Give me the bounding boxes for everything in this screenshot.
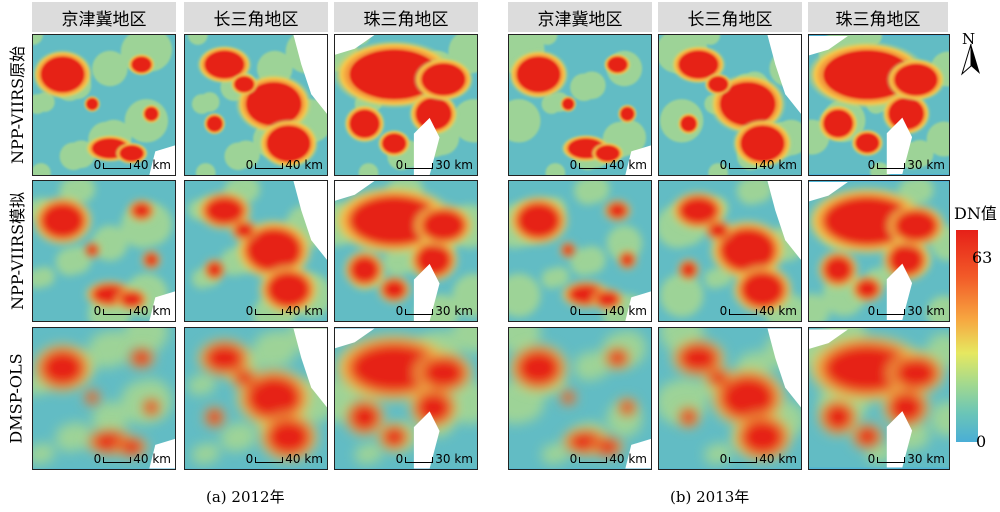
map-panel-zsj-dmsp-2013: 0 30 km [808, 327, 950, 470]
row-label-npp-viirs-simulated: NPP-VIIRS模拟 [8, 191, 28, 311]
caption-2012: (a) 2012年 [206, 488, 285, 506]
scale-bar: 0 40 km [93, 158, 171, 172]
scale-bar: 0 40 km [245, 452, 323, 466]
column-header-zsj-2013: 珠三角地区 [808, 2, 948, 32]
north-arrow-icon [961, 43, 980, 76]
legend-color-ramp [956, 230, 978, 442]
map-panel-zsj-original-2012: 0 30 km [334, 34, 478, 176]
scale-bar: 0 30 km [395, 158, 473, 172]
scale-bar: 0 40 km [719, 158, 797, 172]
scale-bar: 0 40 km [93, 304, 171, 318]
map-panel-csj-dmsp-2012: 0 40 km [184, 327, 328, 470]
column-header-csj-2013: 长三角地区 [658, 2, 802, 32]
scale-bar: 0 40 km [719, 452, 797, 466]
map-panel-zsj-simulated-2012: 0 30 km [334, 180, 478, 322]
map-panel-jjj-dmsp-2012: 0 40 km [32, 327, 176, 470]
legend-title: DN值 [954, 204, 997, 223]
map-panel-csj-simulated-2013: 0 40 km [658, 180, 802, 322]
column-header-csj-2012: 长三角地区 [184, 2, 328, 32]
legend-min-label: 0 [976, 432, 987, 451]
scale-bar: 0 40 km [245, 158, 323, 172]
map-panel-csj-dmsp-2013: 0 40 km [658, 327, 802, 470]
scale-bar: 0 40 km [93, 452, 171, 466]
map-panel-zsj-dmsp-2012: 0 30 km [334, 327, 478, 470]
scale-bar: 0 30 km [395, 304, 473, 318]
column-header-jjj-2012: 京津冀地区 [32, 2, 176, 32]
scale-bar: 0 40 km [245, 304, 323, 318]
legend-max-label: 63 [972, 248, 993, 267]
map-panel-jjj-original-2012: 0 40 km [32, 34, 176, 176]
column-header-jjj-2013: 京津冀地区 [508, 2, 652, 32]
column-header-zsj-2012: 珠三角地区 [334, 2, 478, 32]
row-label-dmsp-ols: DMSP-OLS [6, 353, 26, 444]
map-panel-jjj-simulated-2013: 0 40 km [508, 180, 652, 322]
scale-bar: 0 30 km [867, 158, 945, 172]
map-panel-csj-simulated-2012: 0 40 km [184, 180, 328, 322]
scale-bar: 0 40 km [569, 304, 647, 318]
map-panel-csj-original-2013: 0 40 km [658, 34, 802, 176]
caption-2013: (b) 2013年 [670, 488, 750, 506]
map-panel-jjj-dmsp-2013: 0 40 km [508, 327, 652, 470]
map-panel-zsj-simulated-2013: 0 30 km [808, 180, 950, 322]
scale-bar: 0 40 km [719, 304, 797, 318]
scale-bar: 0 30 km [867, 452, 945, 466]
map-panel-jjj-original-2013: 0 40 km [508, 34, 652, 176]
map-panel-zsj-original-2013: 0 30 km [808, 34, 950, 176]
scale-bar: 0 30 km [395, 452, 473, 466]
scale-bar: 0 40 km [569, 452, 647, 466]
row-label-npp-viirs-original: NPP-VIIRS原始 [8, 45, 28, 165]
map-panel-jjj-simulated-2012: 0 40 km [32, 180, 176, 322]
scale-bar: 0 40 km [569, 158, 647, 172]
map-panel-csj-original-2012: 0 40 km [184, 34, 328, 176]
scale-bar: 0 30 km [867, 304, 945, 318]
north-label: N [962, 30, 976, 48]
